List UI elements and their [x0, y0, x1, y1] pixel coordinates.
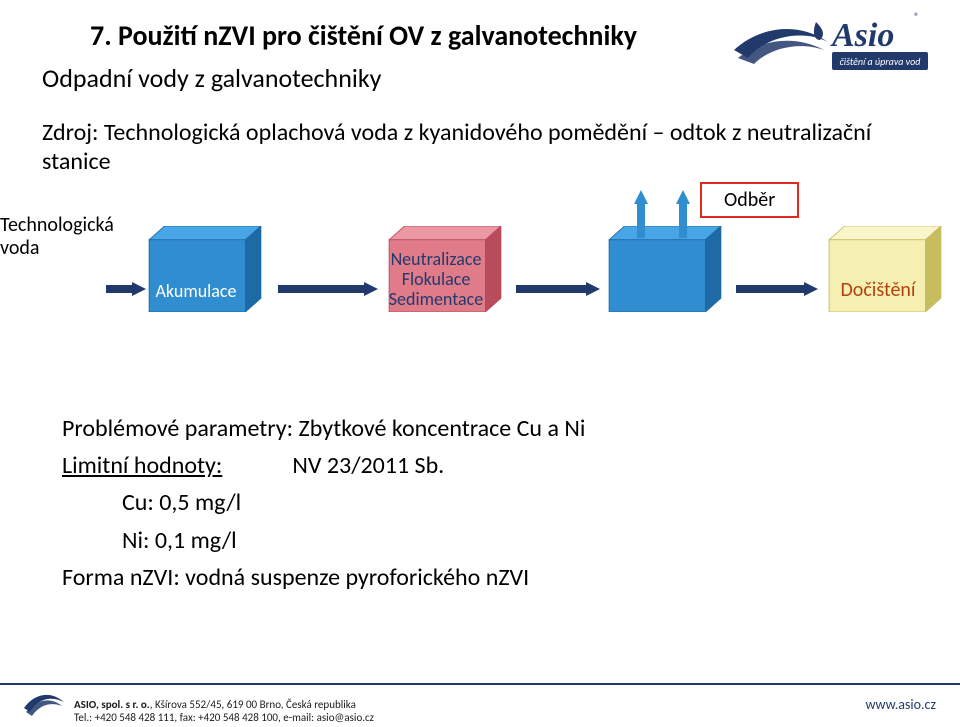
nzvi-form: Forma nZVI: vodná suspenze pyroforického…: [62, 559, 585, 596]
limit-label: Limitní hodnoty:: [62, 447, 222, 484]
bottom-block: Problémové parametry: Zbytkové koncentra…: [62, 410, 585, 596]
limit-cu: Cu: 0,5 mg/l: [122, 484, 585, 521]
footer-divider: [0, 683, 960, 685]
footer-tel: Tel.: +420 548 428 111, fax: +420 548 42…: [74, 711, 374, 725]
box-docisteni-label: Dočištění: [826, 278, 930, 302]
slide-subtitle: Odpadní vody z galvanotechniky: [42, 62, 381, 94]
slide: Asio ® čištění a úprava vod 7. Použití n…: [0, 0, 960, 727]
box-akumulace-label: Akumulace: [140, 282, 252, 302]
source-text: Zdroj: Technologická oplachová voda z ky…: [42, 118, 902, 176]
svg-text:®: ®: [914, 10, 919, 23]
problem-params: Problémové parametry: Zbytkové koncentra…: [62, 410, 585, 447]
box-neutralizace-label: Neutralizace Flokulace Sedimentace: [380, 250, 492, 309]
box-odber-tank: [600, 226, 730, 312]
arrow-icon: [516, 282, 600, 296]
arrow-up-icon: [676, 190, 690, 238]
arrow-icon: [278, 282, 378, 296]
footer-addr: , Kšírova 552/45, 619 00 Brno, Česká rep…: [150, 698, 356, 711]
odber-label: Odběr: [700, 182, 799, 218]
input-label: Technologická voda: [0, 214, 114, 260]
footer-company: ASIO, spol. s r. o.: [74, 698, 150, 711]
slide-title: 7. Použití nZVI pro čištění OV z galvano…: [90, 18, 637, 53]
arrow-icon: [736, 282, 818, 296]
footer-site: www.asio.cz: [865, 696, 936, 713]
footer-logo-icon: [22, 684, 68, 723]
flow-diagram: Technologická voda Akumulace Neu: [0, 190, 960, 390]
logo-text: Asio: [830, 17, 894, 54]
footer: ASIO, spol. s r. o., Kšírova 552/45, 619…: [0, 679, 960, 727]
logo-tagline: čištění a úprava vod: [840, 55, 921, 68]
arrow-up-icon: [634, 190, 648, 238]
brand-logo: Asio ® čištění a úprava vod: [728, 6, 938, 78]
limit-ni: Ni: 0,1 mg/l: [122, 522, 585, 559]
footer-text: ASIO, spol. s r. o., Kšírova 552/45, 619…: [74, 698, 374, 726]
nv-ref: NV 23/2011 Sb.: [292, 447, 444, 484]
input-label-text: Technologická voda: [0, 213, 114, 260]
